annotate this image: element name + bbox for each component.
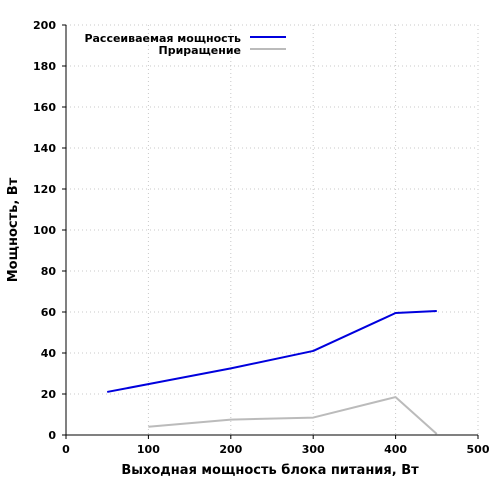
- x-tick-label: 500: [467, 443, 490, 456]
- x-ticks: 0 100 200 300 400 500: [62, 435, 490, 456]
- y-tick-label: 0: [48, 429, 56, 442]
- legend-label-series-1: Рассеиваемая мощность: [84, 32, 241, 45]
- x-axis-label: Выходная мощность блока питания, Вт: [121, 463, 419, 478]
- y-tick-label: 60: [41, 306, 57, 319]
- x-tick-label: 400: [384, 443, 407, 456]
- grid: [66, 24, 479, 435]
- y-tick-label: 20: [41, 388, 57, 401]
- x-tick-label: 100: [137, 443, 160, 456]
- y-tick-label: 140: [33, 142, 56, 155]
- x-tick-label: 300: [302, 443, 325, 456]
- y-tick-label: 40: [41, 347, 57, 360]
- y-tick-label: 80: [41, 265, 57, 278]
- y-axis-label: Мощность, Вт: [6, 177, 21, 282]
- legend: Рассеиваемая мощность Приращение: [84, 32, 286, 57]
- y-tick-label: 120: [33, 183, 56, 196]
- series-line-2: [148, 396, 438, 435]
- series: [107, 309, 438, 435]
- y-tick-label: 180: [33, 60, 56, 73]
- x-tick-label: 200: [219, 443, 242, 456]
- y-tick-label: 160: [33, 101, 56, 114]
- x-tick-label: 0: [62, 443, 70, 456]
- series-line-1: [107, 309, 437, 393]
- y-tick-label: 200: [33, 19, 56, 32]
- y-tick-label: 100: [33, 224, 56, 237]
- legend-label-series-2: Приращение: [159, 44, 241, 57]
- axes: [65, 25, 478, 436]
- y-ticks: 0 20 40 60 80 100 120 140 160 180 200: [33, 19, 66, 442]
